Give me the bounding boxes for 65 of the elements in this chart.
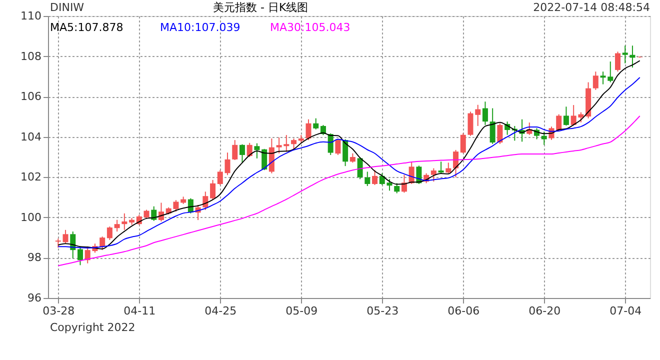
text: MA5:107.878 <box>50 21 124 34</box>
candlestick <box>62 229 68 244</box>
candlestick <box>55 238 61 248</box>
candlestick <box>224 152 230 176</box>
candlestick <box>232 140 238 161</box>
candlestick <box>350 152 356 164</box>
candlestick <box>335 138 341 156</box>
candlestick <box>217 170 223 186</box>
candlestick <box>430 168 436 182</box>
candlestick <box>372 169 378 186</box>
candlestick <box>622 45 628 64</box>
x-tick-label: 06-06 <box>448 304 480 318</box>
candlestick <box>254 142 260 159</box>
candlestick <box>453 149 459 178</box>
candlestick <box>210 179 216 200</box>
y-tick-label: 104 <box>20 130 42 144</box>
x-tick-label: 07-04 <box>610 304 642 318</box>
text: Copyright 2022 <box>50 321 136 334</box>
candlestick <box>460 132 466 154</box>
candlestick <box>475 104 481 126</box>
y-tick-label: 108 <box>20 50 42 63</box>
candlestick <box>144 209 150 220</box>
y-tick-label: 100 <box>20 210 42 224</box>
candlestick <box>615 51 621 72</box>
y-tick-label: 106 <box>20 90 42 104</box>
candlestick <box>394 182 400 194</box>
text: MA30:105.043 <box>270 21 350 34</box>
candlestick <box>239 144 245 164</box>
chart-title: 美元指数 - 日K线图 <box>213 1 308 14</box>
candlestick <box>563 106 569 126</box>
candlestick <box>592 71 598 90</box>
x-tick-label: 03-28 <box>42 304 75 318</box>
text: DINIW <box>50 1 84 14</box>
x-tick-label: 06-20 <box>528 304 561 318</box>
candlestick <box>106 226 112 240</box>
candlestick <box>497 122 503 144</box>
y-tick-label: 110 <box>20 10 42 22</box>
line-series <box>58 115 640 266</box>
candlestick <box>313 118 319 130</box>
candlestick <box>446 162 452 174</box>
candlestick <box>357 156 363 180</box>
candlestick <box>202 191 208 210</box>
y-tick-label: 96 <box>28 292 42 304</box>
candlestick <box>541 131 547 146</box>
x-tick-label: 04-11 <box>124 304 156 318</box>
candlestick <box>77 246 83 266</box>
candlestick <box>468 111 474 136</box>
text: 2022-07-14 08:48:54 <box>533 1 650 14</box>
candlestick <box>114 219 120 232</box>
candlestick <box>306 118 312 141</box>
y-tick-label: 98 <box>28 251 42 264</box>
candlestick <box>556 114 562 132</box>
x-tick-label: 05-09 <box>286 304 318 318</box>
candlestick <box>246 142 252 158</box>
candlestick <box>122 212 128 230</box>
candlestick <box>100 236 106 251</box>
candlestick <box>364 171 370 187</box>
x-tick-label: 05-23 <box>366 304 399 318</box>
text: MA10:107.039 <box>160 21 240 34</box>
y-tick-label: 102 <box>20 170 42 184</box>
candlestick <box>328 132 334 156</box>
candlestick <box>482 101 488 126</box>
candlestick <box>438 161 444 174</box>
candlestick <box>490 108 496 144</box>
x-tick-label: 04-25 <box>204 304 237 318</box>
